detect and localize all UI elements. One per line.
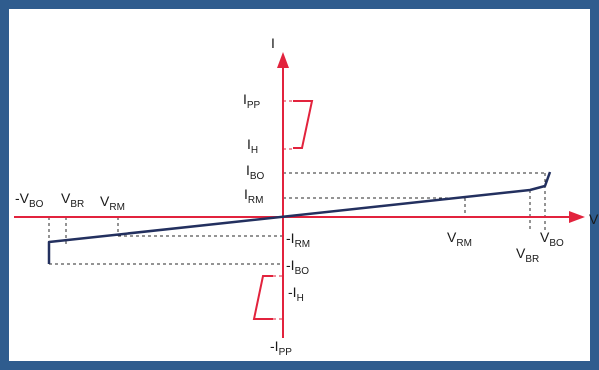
label-neg-ih: -IH: [288, 284, 304, 304]
label-neg-ibo: -IBO: [286, 257, 309, 277]
iv-curve: [47, 171, 552, 264]
negative-hold-segment: [252, 275, 273, 320]
diagram-panel: [9, 9, 590, 361]
label-neg-vbo: -VBO: [15, 190, 44, 210]
label-vbr: VBR: [516, 245, 539, 265]
y-axis-label: I: [271, 35, 275, 51]
positive-hold-segment: [293, 100, 314, 149]
label-ibo: IBO: [246, 162, 265, 182]
y-axis-arrow-icon: [277, 52, 289, 68]
label-irm: IRM: [244, 186, 263, 206]
label-neg-irm: -IRM: [286, 230, 310, 250]
label-vrm: VRM: [447, 229, 472, 249]
label-vbo: VBO: [540, 229, 564, 249]
label-neg-vbr: VBR: [61, 190, 84, 210]
x-axis-label: V: [589, 211, 599, 227]
label-neg-ipp: -IPP: [270, 338, 292, 358]
label-ipp: IPP: [243, 91, 261, 111]
label-neg-vrm: VRM: [100, 193, 125, 213]
label-ih: IH: [247, 136, 258, 156]
x-axis-arrow-icon: [569, 211, 585, 223]
